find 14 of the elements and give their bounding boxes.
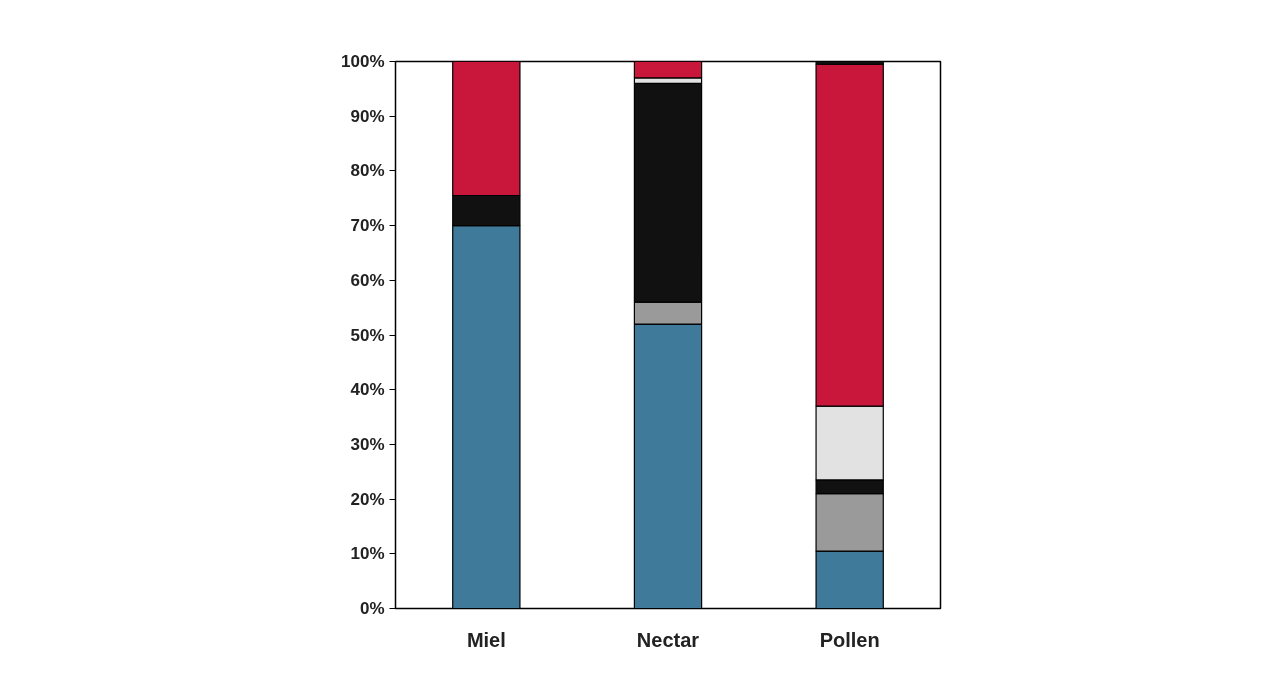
x-tick-label: Pollen bbox=[819, 628, 880, 651]
y-tick-label: 30% bbox=[350, 434, 385, 454]
y-tick-label: 50% bbox=[350, 325, 385, 345]
y-tick-label: 20% bbox=[350, 489, 385, 509]
y-tick-label: 90% bbox=[350, 106, 385, 126]
y-tick-label: 10% bbox=[350, 544, 385, 564]
y-tick-label: 80% bbox=[350, 161, 385, 181]
y-tick-label: 100% bbox=[341, 52, 385, 71]
x-tick-label: Miel bbox=[466, 628, 506, 651]
y-tick-label: 60% bbox=[350, 270, 385, 290]
y-tick-label: 40% bbox=[350, 380, 385, 400]
y-tick-label: 70% bbox=[350, 216, 385, 236]
y-tick-label: 0% bbox=[359, 599, 385, 618]
x-tick-label: Nectar bbox=[636, 628, 700, 651]
